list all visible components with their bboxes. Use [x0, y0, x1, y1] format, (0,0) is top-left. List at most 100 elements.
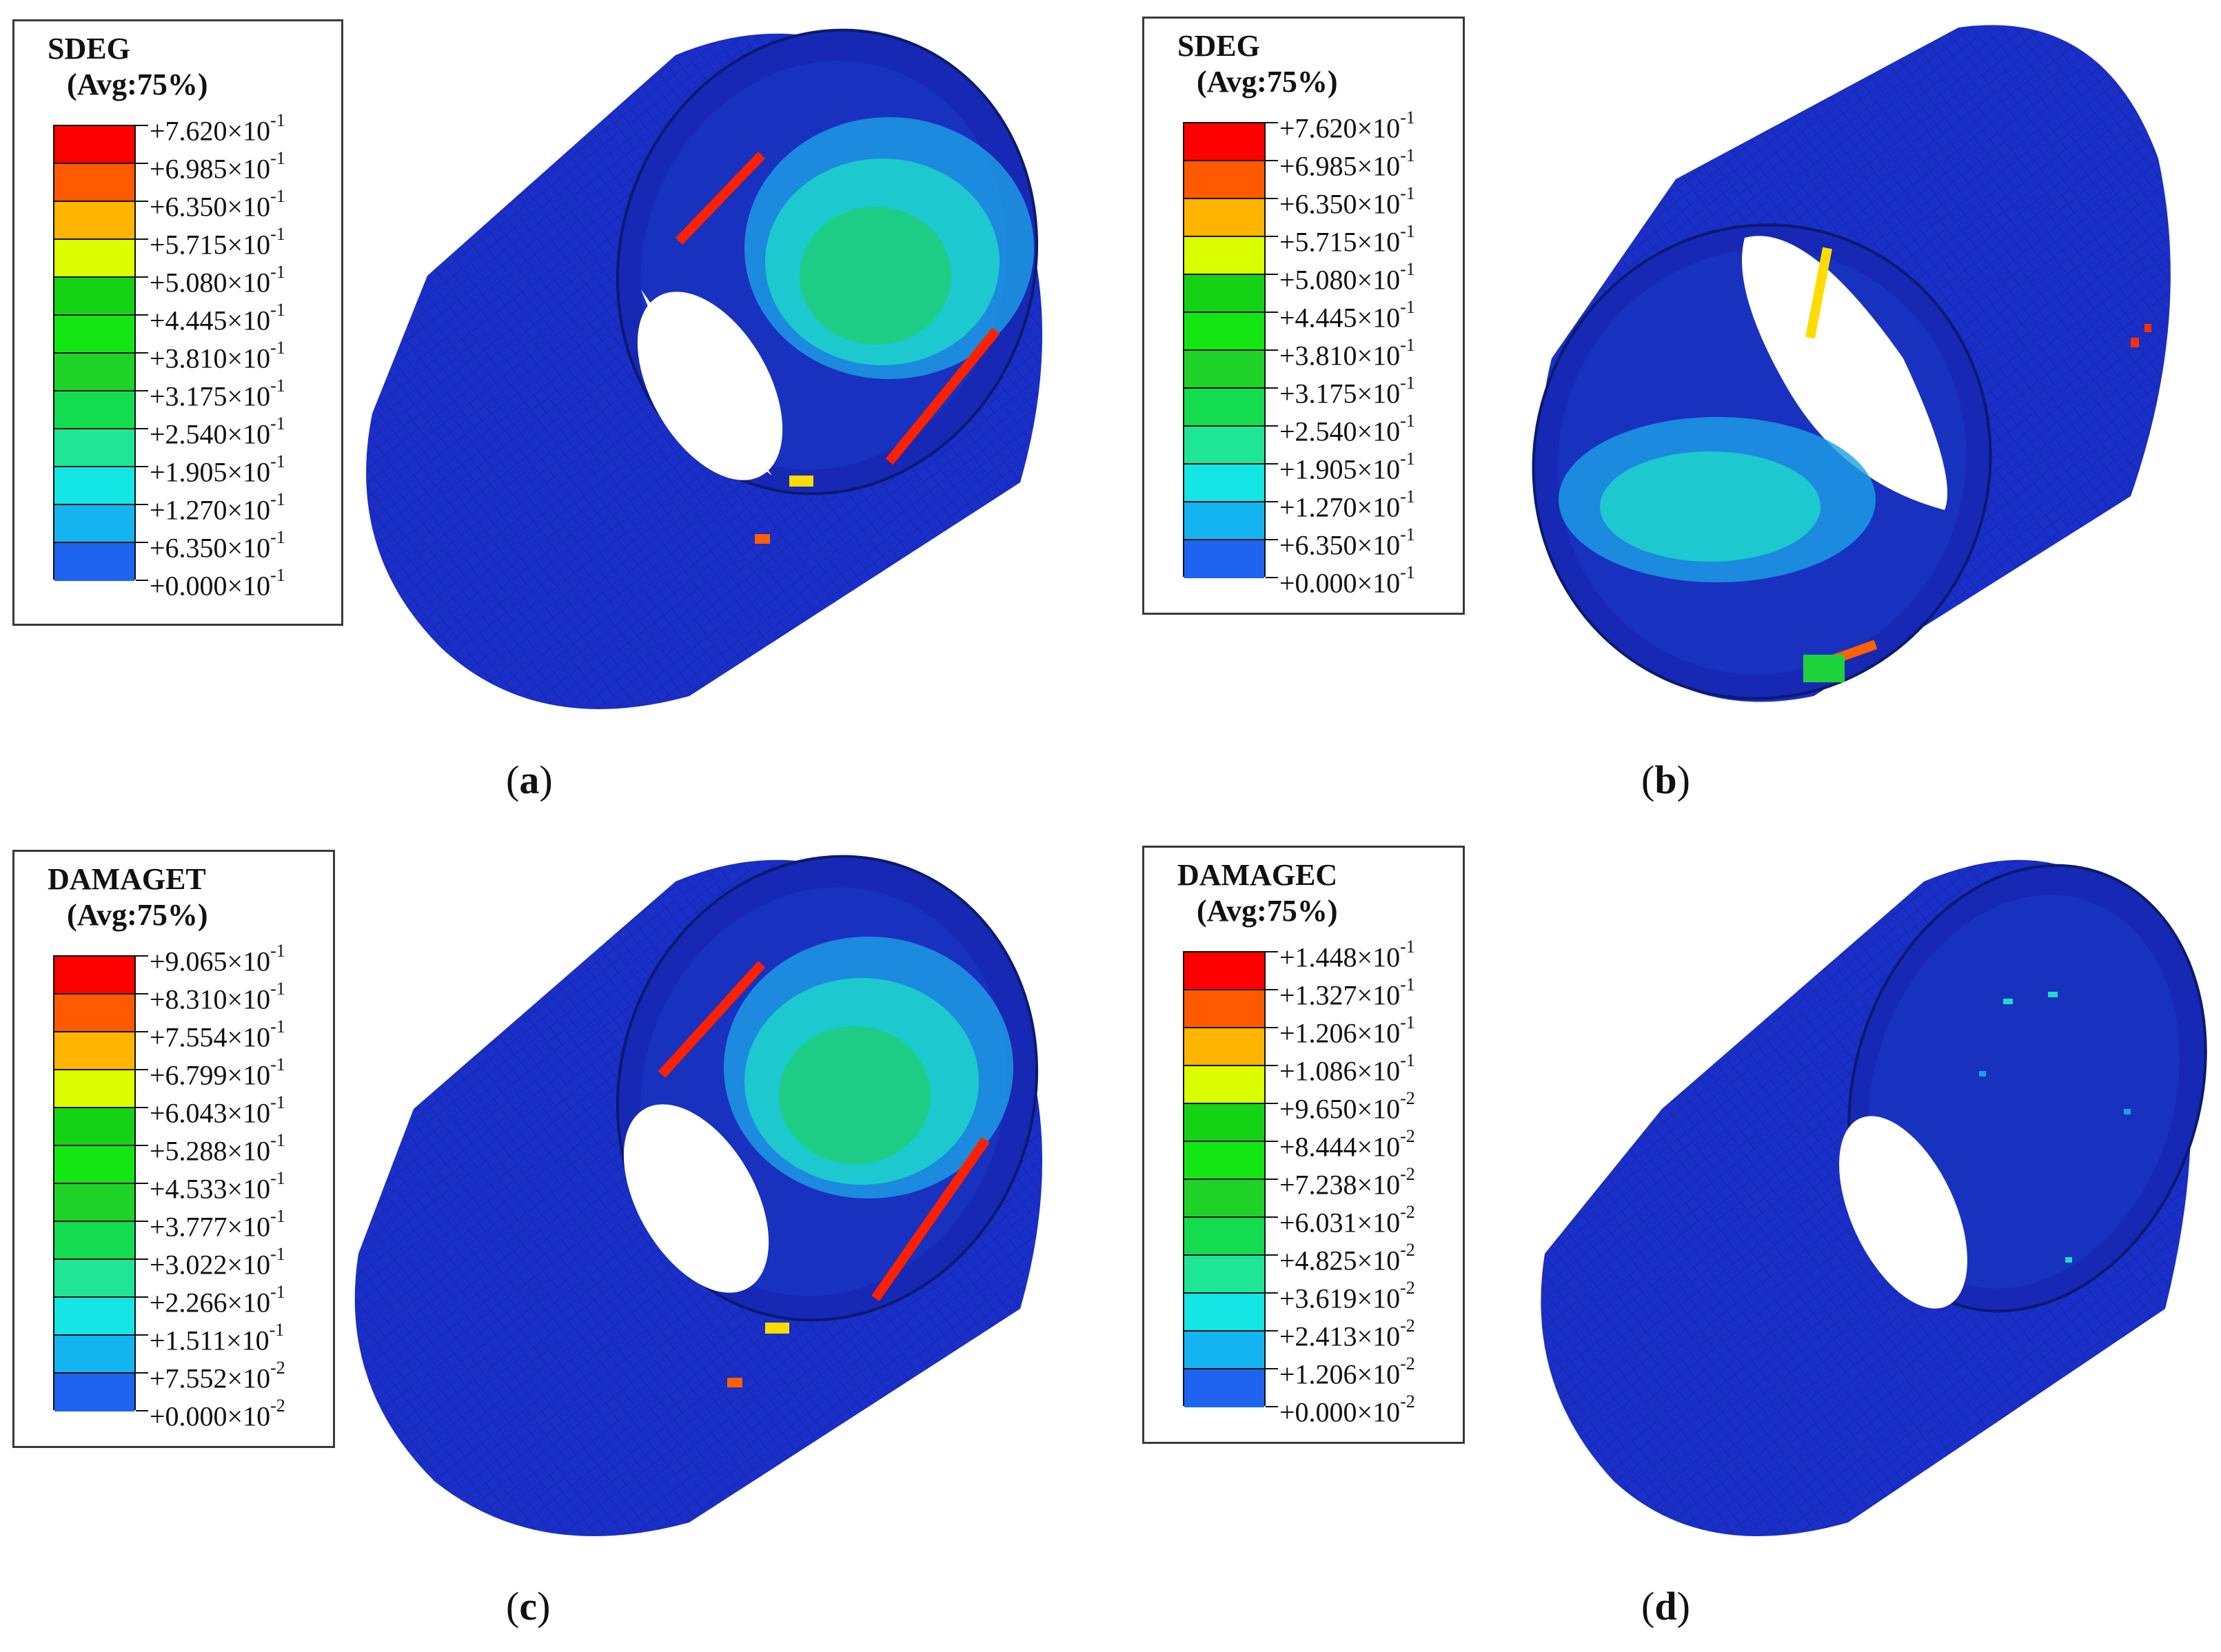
scale-swatch [1184, 952, 1264, 990]
color-scale [53, 125, 136, 581]
scale-swatch [54, 429, 134, 467]
color-scale [1183, 951, 1266, 1407]
scale-tick-label: +3.810×10-1 [1279, 335, 1415, 371]
scale-tick-label: +6.350×10-1 [1279, 183, 1415, 220]
scale-swatch [54, 1146, 134, 1184]
scale-tick-label: +5.715×10-1 [150, 224, 285, 261]
scale-tick [136, 125, 148, 126]
scale-swatch [1184, 313, 1264, 351]
scale-tick [1266, 1027, 1278, 1028]
scale-tick-label: +1.327×10-1 [1279, 975, 1415, 1011]
scale-tick-label: +7.620×10-1 [150, 110, 285, 147]
legend-c: DAMAGET (Avg:75%) +9.065×10-1 +8.310×10-1… [12, 850, 335, 1448]
scale-tick [136, 428, 148, 429]
scale-swatch [54, 202, 134, 240]
scale-swatch [1184, 351, 1264, 389]
scale-tick-label: +2.266×10-1 [150, 1282, 285, 1318]
scale-swatch [54, 957, 134, 995]
scale-swatch [1184, 1180, 1264, 1218]
color-scale [53, 955, 136, 1411]
scale-tick-label: +0.000×10-2 [1279, 1391, 1415, 1428]
scale-tick [1266, 989, 1278, 990]
scale-swatch [54, 1298, 134, 1336]
scale-tick-label: +4.533×10-1 [150, 1168, 285, 1205]
scale-tick [136, 1221, 148, 1222]
scale-tick-label: +6.031×10-2 [1279, 1202, 1415, 1238]
scale-swatch [54, 1336, 134, 1374]
scale-tick-label: +3.619×10-2 [1279, 1278, 1415, 1314]
scale-swatch [54, 467, 134, 505]
scale-swatch [1184, 161, 1264, 199]
scale-swatch [54, 1222, 134, 1260]
scale-tick [136, 238, 148, 240]
scale-tick-label: +9.065×10-1 [150, 941, 285, 977]
scale-tick-label: +6.985×10-1 [150, 148, 285, 185]
panel-c: DAMAGET (Avg:75%) +9.065×10-1 +8.310×10-1… [0, 826, 1110, 1652]
scale-tick-label: +1.206×10-1 [1279, 1012, 1415, 1049]
scale-tick-label: +4.445×10-1 [1279, 297, 1415, 334]
scale-tick-label: +5.080×10-1 [1279, 259, 1415, 296]
model-b [1532, 25, 2171, 702]
scale-swatch [54, 1070, 134, 1108]
scale-tick [1266, 312, 1278, 313]
scale-tick-label: +3.175×10-1 [1279, 373, 1415, 409]
damage-spots [1979, 992, 2131, 1263]
scale-tick-label: +0.000×10-2 [150, 1396, 285, 1432]
scale-tick-label: +6.799×10-1 [150, 1054, 285, 1091]
scale-tick [136, 993, 148, 995]
scale-tick-label: +1.511×10-1 [150, 1320, 285, 1356]
scale-tick [136, 276, 148, 278]
inner-opening [623, 1104, 769, 1293]
scale-swatch [1184, 1028, 1264, 1066]
scale-tick [1266, 1103, 1278, 1104]
scale-tick-label: +6.350×10-1 [150, 186, 285, 223]
damage-zone [744, 117, 1034, 379]
scale-tick [1266, 1216, 1278, 1218]
scale-swatch [1184, 1066, 1264, 1104]
scale-tick-label: +2.540×10-1 [1279, 411, 1415, 447]
scale-tick [136, 1031, 148, 1032]
damage-zone [1559, 417, 1876, 582]
panel-caption: (b) [1641, 757, 1690, 802]
scale-swatch [1184, 990, 1264, 1028]
scale-swatch [1184, 123, 1264, 161]
scale-tick-label: +1.270×10-1 [1279, 487, 1415, 523]
scale-tick [1266, 501, 1278, 502]
scale-swatch [1184, 199, 1264, 237]
scale-tick [1266, 951, 1278, 952]
scale-swatch [1184, 1332, 1264, 1369]
scale-tick [136, 390, 148, 391]
scale-tick-label: +6.985×10-1 [1279, 145, 1415, 182]
scale-tick-label: +0.000×10-1 [1279, 562, 1415, 599]
scale-tick-label: +1.086×10-1 [1279, 1050, 1415, 1087]
scale-swatch [54, 1032, 134, 1070]
legend-title: SDEG [48, 32, 130, 65]
scale-tick-label: +5.080×10-1 [150, 262, 285, 298]
panel-caption: (c) [506, 1584, 551, 1629]
scale-swatch [54, 1184, 134, 1222]
scale-tick [1266, 425, 1278, 427]
scale-swatch [54, 354, 134, 391]
scale-tick [1266, 1254, 1278, 1256]
model-a [366, 28, 1042, 709]
scale-tick [1266, 577, 1278, 578]
scale-tick [136, 1107, 148, 1108]
scale-swatch [1184, 237, 1264, 275]
scale-tick-label: +1.905×10-1 [1279, 449, 1415, 485]
scale-swatch [1184, 275, 1264, 313]
legend-title: SDEG [1177, 29, 1260, 63]
scale-swatch [54, 278, 134, 316]
panel-a: SDEG (Avg:75%) +7.620×10-1 +6.985×10-1 +6.… [0, 0, 1110, 826]
scale-tick-label: +8.310×10-1 [150, 979, 285, 1015]
scale-swatch [1184, 1142, 1264, 1180]
scale-swatch [54, 995, 134, 1032]
scale-tick [1266, 349, 1278, 351]
legend-title: DAMAGET [48, 862, 206, 896]
scale-tick [136, 1296, 148, 1298]
scale-swatch [1184, 1294, 1264, 1332]
crack-lines [1803, 247, 2151, 682]
scale-tick-label: +9.650×10-2 [1279, 1088, 1415, 1125]
scale-tick-label: +3.175×10-1 [150, 376, 285, 412]
scale-swatch [1184, 389, 1264, 427]
crack-lines [658, 961, 990, 1387]
